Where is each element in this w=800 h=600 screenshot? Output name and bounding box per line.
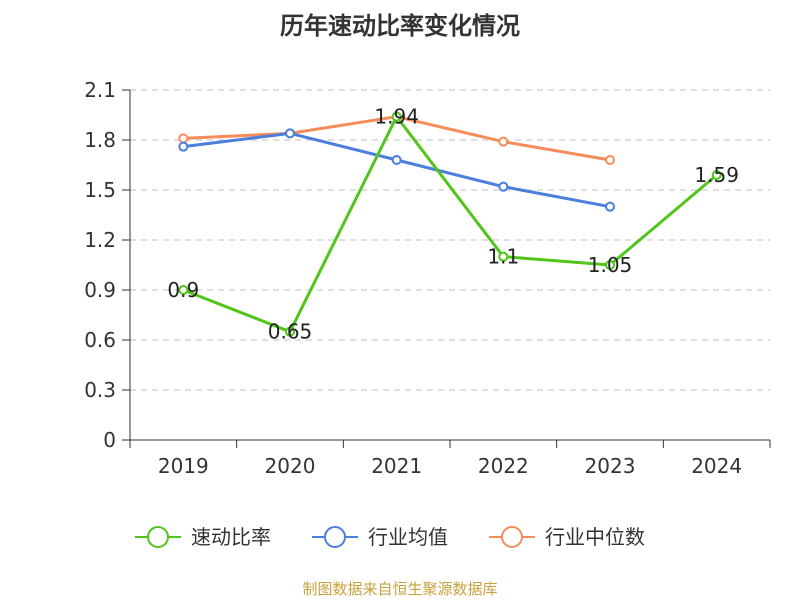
x-tick-label: 2022: [478, 454, 529, 478]
grid-lines: [130, 89, 770, 391]
x-tick-label: 2021: [371, 454, 422, 478]
x-tick-label: 2024: [691, 454, 742, 478]
legend-marker: [501, 526, 523, 548]
x-tick-label: 2019: [158, 454, 209, 478]
legend: 速动比率 行业均值 行业中位数: [135, 525, 645, 549]
legend-item-0[interactable]: 速动比率: [135, 525, 271, 549]
data-label: 0.65: [268, 320, 313, 344]
y-tick-label: 1.8: [84, 128, 116, 152]
data-point: [285, 128, 295, 139]
series-line-0: [182, 115, 718, 334]
legend-label: 行业均值: [368, 525, 448, 549]
data-label: 1.05: [588, 253, 633, 277]
legend-label: 速动比率: [191, 525, 271, 549]
data-label: 1.1: [487, 245, 519, 269]
data-point: [178, 285, 189, 295]
chart-title: 历年速动比率变化情况: [280, 12, 520, 40]
data-label: 1.59: [694, 163, 739, 187]
data-labels: 0.9 0.65 1.94 1.1 1.05 1.59: [167, 105, 739, 344]
data-point: [391, 155, 402, 165]
y-tick-label: 2.1: [84, 78, 116, 102]
source-note: 制图数据来自恒生聚源数据库: [302, 580, 497, 598]
data-point: [605, 260, 615, 270]
legend-marker: [324, 526, 346, 548]
legend-item-2[interactable]: 行业中位数: [489, 525, 645, 549]
data-label: 1.94: [374, 105, 419, 129]
x-tick-label: 2020: [265, 454, 316, 478]
series-points: [178, 111, 722, 337]
series-line-1: [183, 131, 611, 209]
y-tick-label: 0: [103, 428, 116, 452]
data-point: [498, 181, 509, 192]
legend-label: 行业中位数: [545, 525, 645, 549]
data-point: [605, 155, 615, 165]
data-point: [391, 111, 402, 122]
y-tick-label: 0.3: [84, 378, 116, 402]
y-tick-label: 1.5: [84, 178, 116, 202]
data-point: [498, 136, 509, 147]
series-lines: [182, 115, 718, 334]
data-point: [605, 201, 615, 212]
legend-marker: [147, 526, 169, 548]
y-tick-label: 0.9: [84, 278, 116, 302]
axes: 0 0.3 0.6 0.9 1.2 1.5 1.8 2.1 2019 2020 2021 2022 20…: [84, 78, 771, 478]
data-point: [178, 141, 189, 152]
x-tick-label: 2023: [585, 454, 636, 478]
y-tick-label: 1.2: [84, 228, 116, 252]
data-point: [285, 326, 295, 337]
legend-item-1[interactable]: 行业均值: [312, 525, 448, 549]
data-point: [178, 133, 189, 144]
data-label: 0.9: [167, 278, 199, 302]
y-tick-label: 0.6: [84, 328, 116, 352]
data-point: [498, 251, 509, 262]
data-point: [711, 170, 722, 180]
